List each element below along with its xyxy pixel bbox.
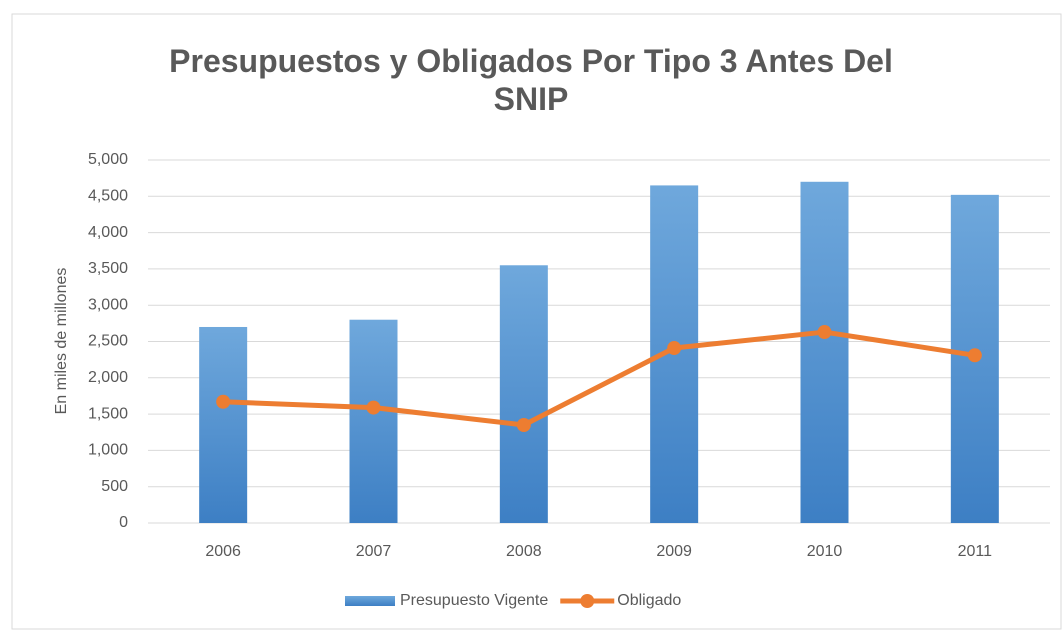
legend-label: Obligado <box>617 592 681 609</box>
y-tick-label: 3,000 <box>88 296 128 313</box>
line-marker <box>216 394 231 409</box>
x-tick-label: 2006 <box>205 543 241 560</box>
y-tick-label: 500 <box>101 478 128 495</box>
line-marker <box>817 325 832 340</box>
x-tick-label: 2007 <box>356 543 392 560</box>
x-tick-label: 2008 <box>506 543 542 560</box>
x-tick-label: 2010 <box>807 543 843 560</box>
legend-swatch-marker <box>580 594 595 608</box>
line-marker <box>366 400 381 415</box>
y-tick-label: 2,000 <box>88 369 128 386</box>
x-tick-label: 2009 <box>656 543 692 560</box>
legend-swatch <box>345 596 395 606</box>
y-tick-label: 4,500 <box>88 188 128 205</box>
line-marker <box>667 341 682 356</box>
line <box>223 329 976 428</box>
chart-title: Presupuestos y Obligados Por Tipo 3 Ante… <box>169 43 893 117</box>
legend-label: Presupuesto Vigente <box>400 592 548 609</box>
y-tick-label: 0 <box>119 514 128 531</box>
y-tick-label: 4,000 <box>88 224 128 241</box>
bar <box>800 181 849 523</box>
x-tick-label: 2011 <box>958 543 993 560</box>
bar <box>199 326 248 523</box>
bar <box>349 319 398 523</box>
line-marker <box>967 348 982 363</box>
y-tick-label: 2,500 <box>88 333 128 350</box>
y-tick-label: 3,500 <box>88 260 128 277</box>
line-marker <box>516 417 531 432</box>
y-tick-label: 1,000 <box>88 442 128 459</box>
y-axis-label: En miles de millones <box>53 268 70 415</box>
bar <box>499 265 548 523</box>
y-tick-label: 5,000 <box>88 151 128 168</box>
y-tick-label: 1,500 <box>88 405 128 422</box>
